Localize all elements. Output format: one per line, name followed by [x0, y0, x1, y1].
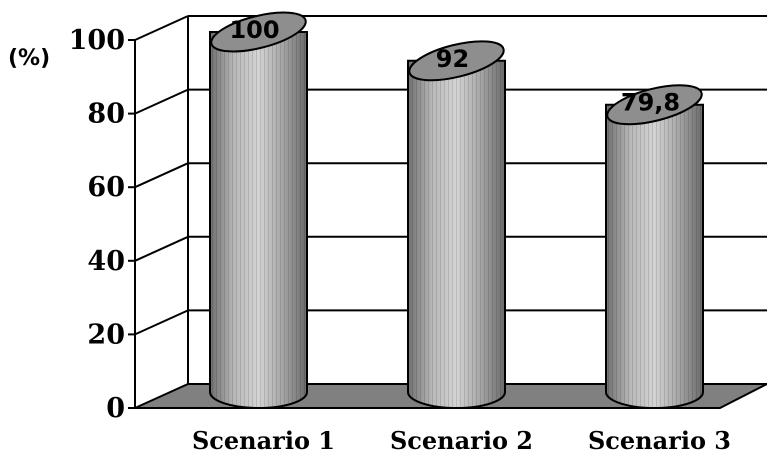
- y-tick-label: 0: [106, 393, 125, 424]
- bar-top: [408, 40, 505, 82]
- bars: [209, 11, 704, 409]
- bar-top: [606, 84, 703, 126]
- gridline-diagonal: [134, 88, 189, 115]
- y-unit-label: (%): [8, 46, 50, 71]
- x-category-label: Scenario 2: [390, 426, 533, 455]
- x-category-label: Scenario 3: [588, 426, 731, 455]
- bar-outline: [407, 59, 506, 409]
- labels: 0 20 40 60 80 100 (%) 100 Scenario 1 92 Scenario 2…: [8, 16, 731, 455]
- gridline-diagonal: [134, 309, 189, 336]
- bar-outline: [209, 31, 308, 409]
- y-tick-label: 40: [87, 246, 125, 277]
- gridline-diagonal: [134, 162, 189, 189]
- data-label: 92: [436, 45, 469, 73]
- data-label: 79,8: [621, 89, 680, 117]
- gridline-diagonal: [134, 235, 189, 262]
- bar-top: [210, 11, 307, 53]
- bar-outline: [605, 103, 704, 409]
- bar-texture: [408, 60, 505, 409]
- data-label: 100: [229, 16, 279, 44]
- y-tick-label: 100: [69, 25, 125, 56]
- bar-texture: [606, 104, 703, 408]
- bar-3: [605, 84, 704, 409]
- bar-texture: [210, 32, 307, 408]
- y-tick-label: 60: [87, 172, 125, 203]
- y-tick-label: 20: [87, 319, 125, 350]
- x-category-label: Scenario 1: [192, 426, 335, 455]
- y-tick-label: 80: [87, 99, 125, 130]
- bar-2: [407, 40, 506, 409]
- bar-1: [209, 11, 308, 409]
- gridline-diagonal: [134, 15, 189, 41]
